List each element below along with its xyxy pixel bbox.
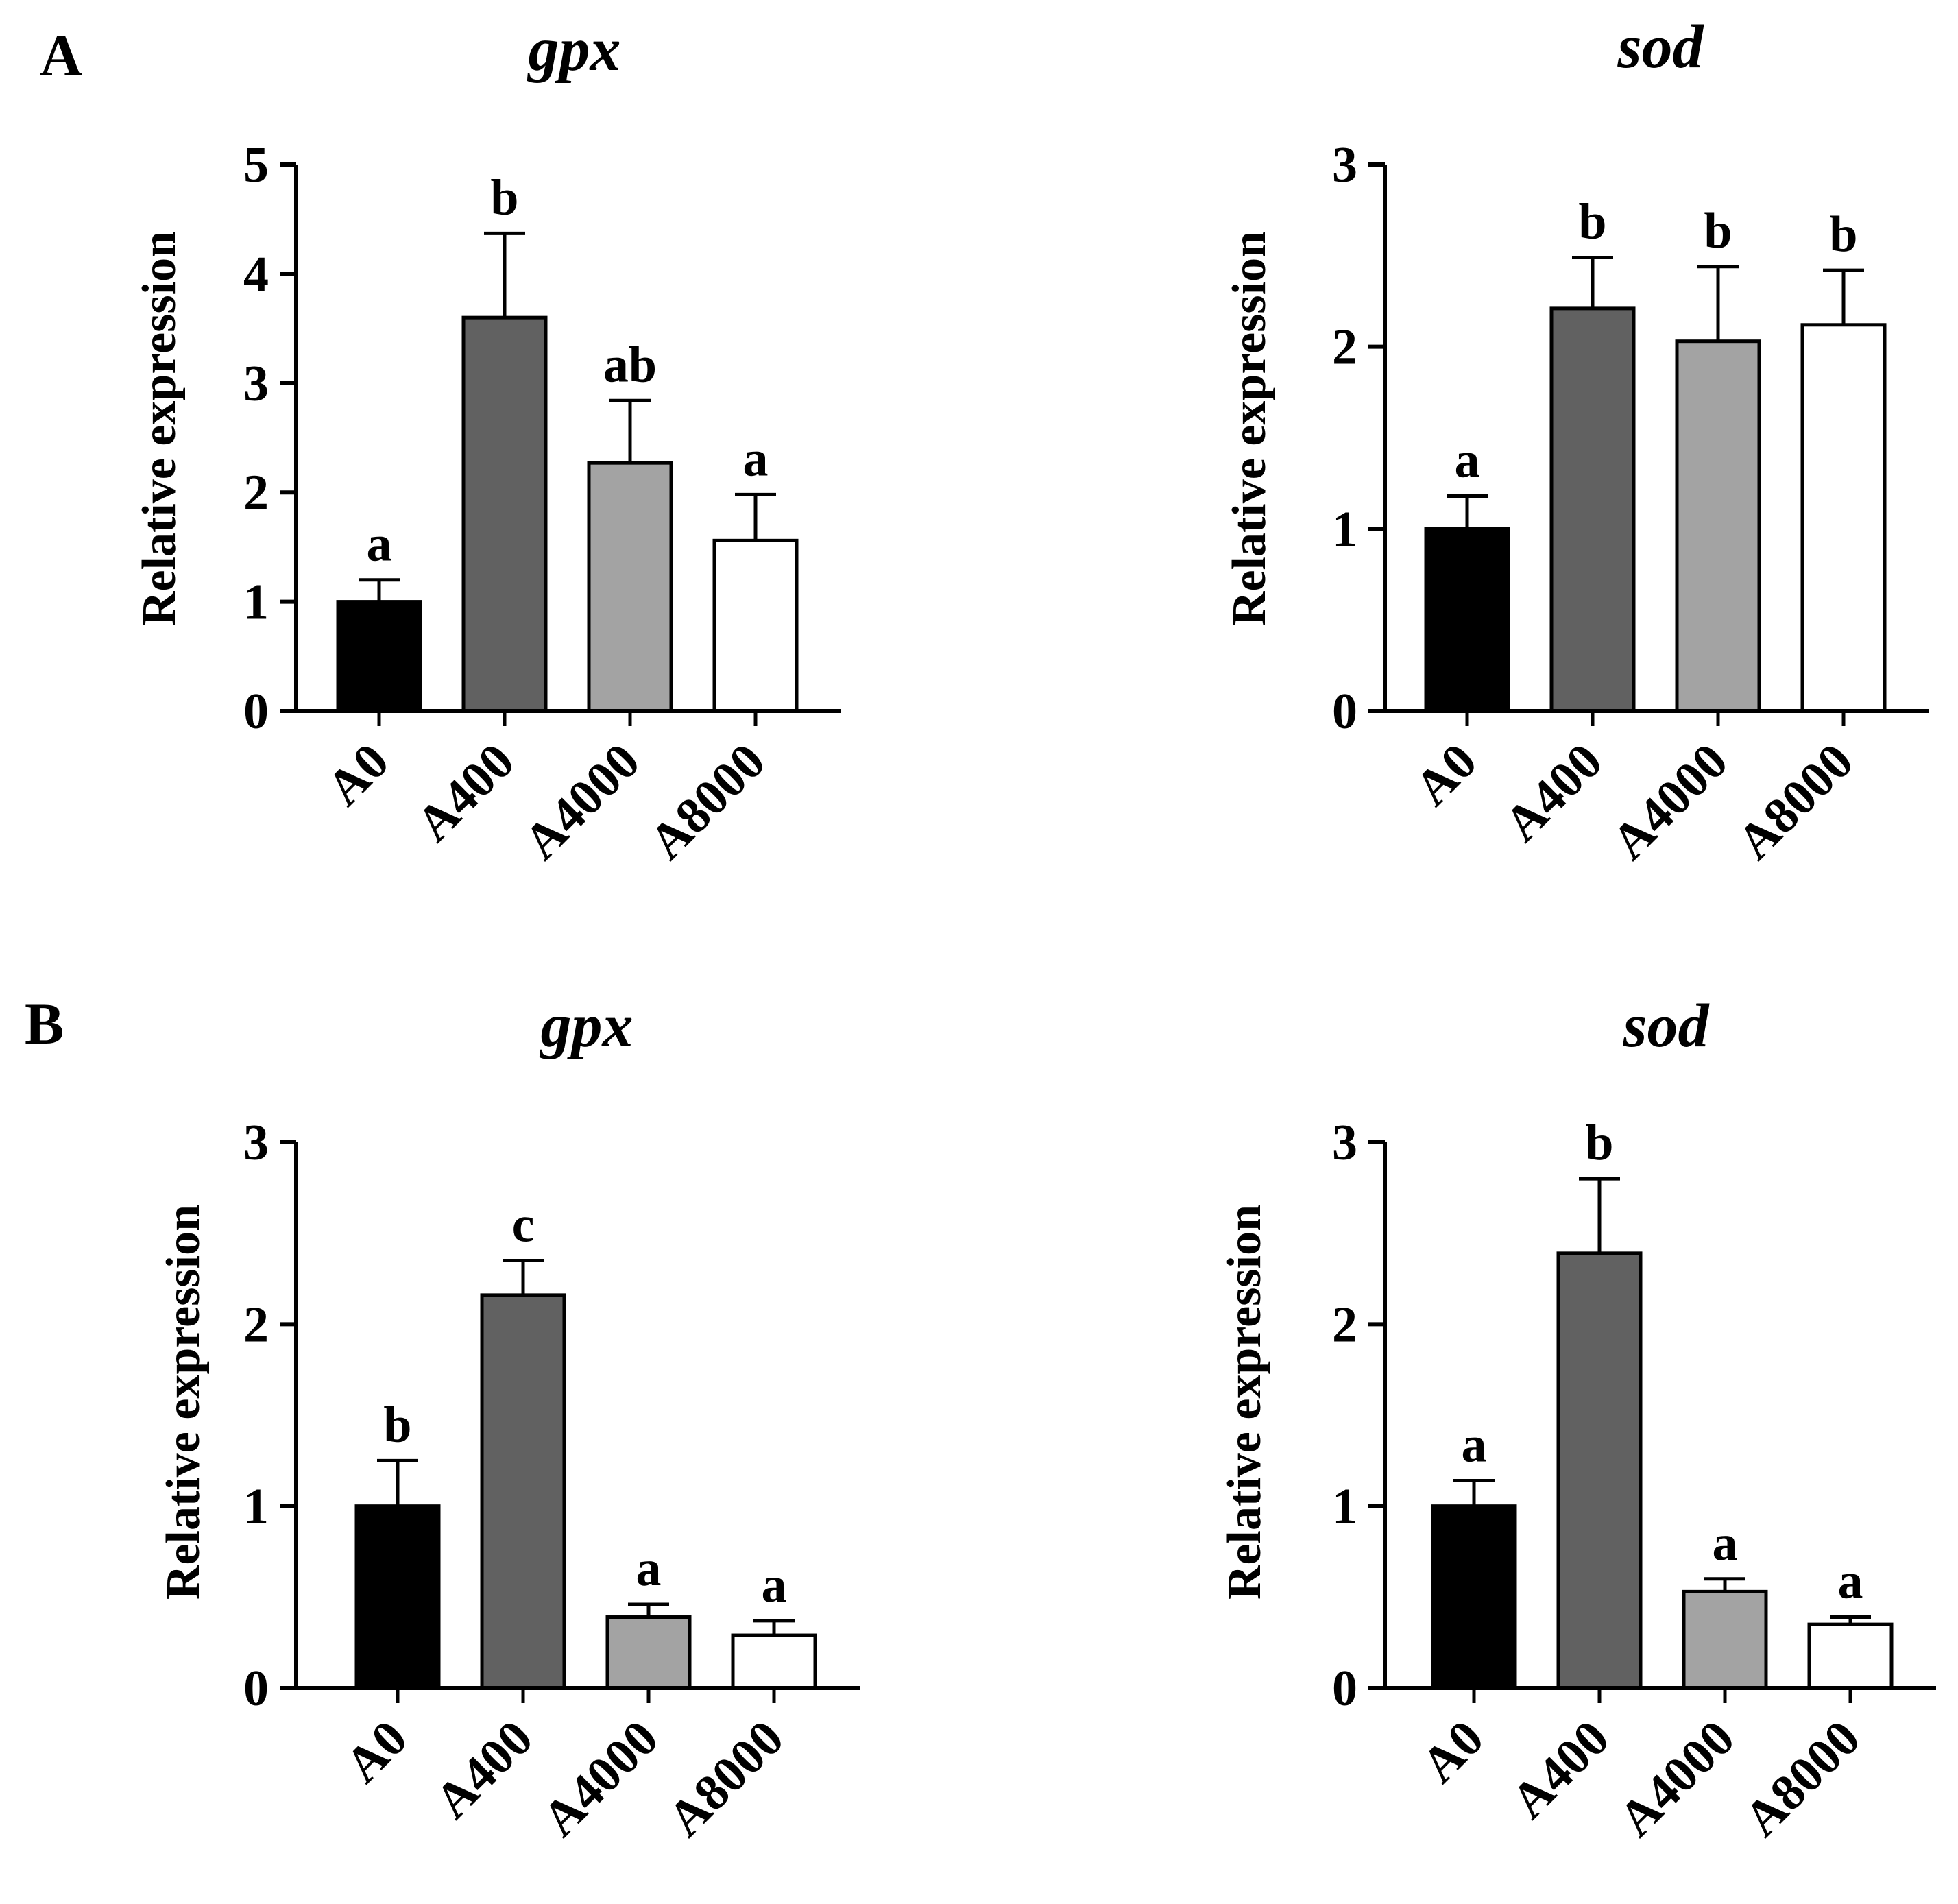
category-label-A0: A0: [1404, 733, 1488, 817]
category-label-A4000: A4000: [513, 733, 651, 870]
category-label-A8000: A8000: [657, 1710, 795, 1847]
y-axis-label: Relative expression: [133, 231, 186, 626]
category-label-A400: A400: [406, 733, 525, 852]
significance-label-A4000: a: [636, 1541, 662, 1597]
y-tick-label-3: 3: [1332, 1115, 1357, 1171]
bar-A0: [354, 1504, 441, 1690]
significance-label-A4000: b: [1704, 203, 1732, 259]
significance-label-A8000: b: [1829, 206, 1857, 263]
category-label-A4000: A4000: [1602, 733, 1739, 870]
chart-b-gpx: gpx Relative expression b A0 c A400 a A4000 a A80…: [157, 992, 860, 1847]
category-label-A400: A400: [1501, 1710, 1620, 1829]
bar-A400: [461, 315, 548, 713]
y-tick-label-5: 5: [243, 137, 269, 193]
chart-title: sod: [1622, 992, 1710, 1060]
panel-letter-a: A: [40, 23, 82, 88]
significance-label-A4000: a: [1713, 1515, 1738, 1571]
category-label-A8000: A8000: [639, 733, 776, 870]
chart-title: gpx: [540, 992, 633, 1060]
bar-A4000: [605, 1615, 692, 1690]
y-tick-label-2: 2: [1332, 320, 1357, 376]
y-axis-label: Relative expression: [157, 1205, 210, 1600]
chart-a-gpx: gpx Relative expression a A0 b A400 ab A4000 a A8…: [133, 16, 841, 870]
bar-A8000: [712, 538, 799, 713]
y-tick-label-1: 1: [1332, 1479, 1357, 1535]
bar-A400: [1556, 1251, 1643, 1690]
bar-A0: [1431, 1504, 1517, 1690]
bar-A0: [336, 600, 422, 713]
category-label-A8000: A8000: [1727, 733, 1864, 870]
category-label-A400: A400: [1494, 733, 1613, 852]
y-tick-label-0: 0: [1332, 1661, 1357, 1717]
y-tick-label-0: 0: [243, 1661, 269, 1717]
significance-label-A0: b: [383, 1397, 411, 1453]
y-axis-label: Relative expression: [1218, 1205, 1271, 1600]
bar-A400: [480, 1293, 566, 1690]
significance-label-A4000: ab: [603, 337, 657, 393]
significance-label-A8000: a: [762, 1557, 787, 1613]
y-tick-label-3: 3: [243, 1115, 269, 1171]
panel-letter-b: B: [25, 991, 64, 1057]
y-tick-label-4: 4: [243, 246, 269, 302]
bar-A0: [1424, 527, 1510, 713]
significance-label-A0: a: [367, 516, 392, 573]
y-tick-label-2: 2: [1332, 1297, 1357, 1353]
significance-label-A400: b: [490, 169, 518, 226]
significance-label-A0: a: [1455, 433, 1480, 489]
category-label-A400: A400: [424, 1710, 544, 1829]
chart-title: sod: [1617, 13, 1704, 81]
y-tick-label-1: 1: [243, 575, 269, 631]
chart-b-sod: sod Relative expression a A0 b A400 a A4000 a A80…: [1218, 992, 1936, 1847]
significance-label-A400: b: [1585, 1115, 1613, 1171]
y-tick-label-0: 0: [1332, 684, 1357, 740]
y-tick-label-2: 2: [243, 465, 269, 521]
category-label-A8000: A8000: [1734, 1710, 1871, 1847]
y-tick-label-1: 1: [243, 1479, 269, 1535]
bar-A4000: [587, 461, 673, 713]
bar-A8000: [731, 1633, 817, 1690]
chart-a-sod: sod Relative expression a A0 b A400 b A4000 b A80…: [1223, 13, 1929, 870]
significance-label-A400: b: [1578, 193, 1606, 250]
significance-label-A8000: a: [1838, 1554, 1863, 1610]
category-label-A4000: A4000: [532, 1710, 669, 1847]
bar-A4000: [1682, 1589, 1768, 1690]
bar-A8000: [1800, 323, 1887, 713]
y-tick-label-2: 2: [243, 1297, 269, 1353]
category-label-A4000: A4000: [1608, 1710, 1745, 1847]
category-label-A0: A0: [316, 733, 400, 817]
bar-A4000: [1675, 339, 1761, 713]
y-tick-label-3: 3: [1332, 137, 1357, 193]
y-axis-label: Relative expression: [1223, 231, 1276, 626]
y-tick-label-0: 0: [243, 684, 269, 740]
y-tick-label-1: 1: [1332, 501, 1357, 557]
significance-label-A8000: a: [743, 431, 769, 487]
bar-A400: [1549, 306, 1636, 713]
bar-A8000: [1807, 1622, 1894, 1690]
category-label-A0: A0: [1411, 1710, 1495, 1794]
significance-label-A0: a: [1462, 1417, 1487, 1473]
chart-title: gpx: [527, 16, 621, 84]
y-tick-label-3: 3: [243, 356, 269, 412]
category-label-A0: A0: [335, 1710, 418, 1794]
significance-label-A400: c: [512, 1196, 535, 1253]
